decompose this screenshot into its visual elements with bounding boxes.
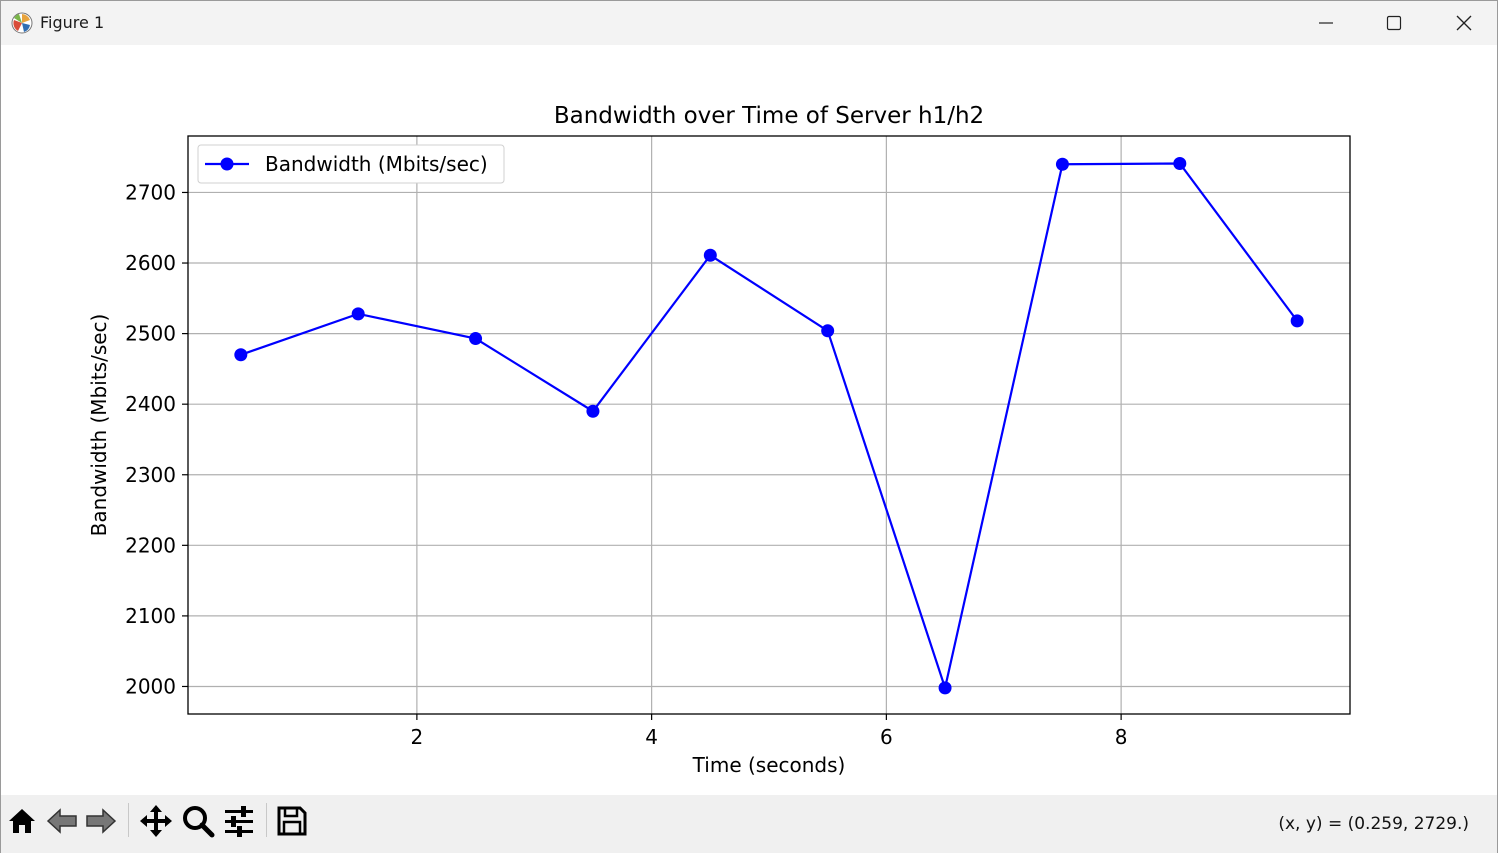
- maximize-icon: [1386, 15, 1402, 31]
- plot-canvas[interactable]: 2 4 6 8 2000 2100 2200 2300 2400 2500 2600 2700 Ban…: [1, 45, 1497, 795]
- series: [234, 157, 1304, 695]
- data-point: [234, 348, 248, 362]
- y-tick-label: 2200: [125, 533, 176, 557]
- back-icon: [46, 808, 77, 834]
- pan-icon: [140, 805, 172, 837]
- plot-frame: [187, 135, 1351, 715]
- maximize-button[interactable]: [1359, 1, 1429, 45]
- pan-button[interactable]: [136, 801, 176, 841]
- x-tick-label: 4: [645, 725, 658, 749]
- back-button[interactable]: [42, 801, 82, 841]
- y-axis-label: Bandwidth (Mbits/sec): [87, 314, 111, 537]
- title-bar: Figure 1: [1, 1, 1497, 45]
- zoom-icon: [183, 806, 215, 838]
- y-tick-label: 2100: [125, 604, 176, 628]
- toolbar-separator: [266, 803, 267, 837]
- y-tick-label: 2400: [125, 392, 176, 416]
- minimize-icon: [1319, 22, 1333, 24]
- toolbar-separator: [128, 803, 129, 837]
- chart-title: Bandwidth over Time of Server h1/h2: [554, 103, 984, 129]
- save-button[interactable]: [272, 801, 312, 841]
- home-icon: [9, 809, 35, 833]
- data-point: [351, 307, 365, 321]
- zoom-button[interactable]: [178, 801, 218, 841]
- data-point: [821, 324, 835, 338]
- x-tick-label: 2: [411, 725, 424, 749]
- navigation-toolbar: (x, y) = (0.259, 2729.): [1, 795, 1497, 853]
- x-axis-label: Time (seconds): [692, 753, 846, 777]
- series-line: [240, 162, 1299, 693]
- y-tick-label: 2000: [125, 674, 176, 698]
- y-tick-label: 2500: [125, 322, 176, 346]
- legend-marker: [220, 157, 234, 171]
- y-tick-label: 2300: [125, 463, 176, 487]
- matplotlib-icon: [11, 12, 33, 34]
- data-point: [469, 332, 483, 346]
- home-button[interactable]: [2, 801, 42, 841]
- grid: [188, 136, 1350, 714]
- data-point: [1055, 157, 1069, 171]
- ticks: 2 4 6 8 2000 2100 2200 2300 2400 2500 2600 2700: [125, 180, 1127, 749]
- data-point: [586, 404, 600, 418]
- data-point: [703, 248, 717, 262]
- close-icon: [1456, 15, 1472, 31]
- data-point: [938, 681, 952, 695]
- configure-button[interactable]: [219, 801, 259, 841]
- configure-icon: [225, 806, 253, 837]
- data-point: [1290, 314, 1304, 328]
- line-chart: 2 4 6 8 2000 2100 2200 2300 2400 2500 2600 2700 Ban…: [87, 103, 1351, 777]
- x-tick-label: 8: [1115, 725, 1128, 749]
- data-point: [1173, 157, 1187, 171]
- save-icon: [277, 806, 307, 836]
- close-button[interactable]: [1429, 1, 1499, 45]
- x-tick-label: 6: [880, 725, 893, 749]
- window-title: Figure 1: [40, 13, 105, 32]
- legend-box: [197, 144, 505, 184]
- legend: Bandwidth (Mbits/sec): [197, 144, 505, 184]
- minimize-button[interactable]: [1291, 1, 1361, 45]
- forward-button[interactable]: [81, 801, 121, 841]
- legend-label: Bandwidth (Mbits/sec): [265, 152, 488, 176]
- y-tick-label: 2600: [125, 251, 176, 275]
- y-tick-label: 2700: [125, 180, 176, 204]
- forward-icon: [86, 808, 117, 834]
- cursor-coordinates: (x, y) = (0.259, 2729.): [1278, 814, 1469, 834]
